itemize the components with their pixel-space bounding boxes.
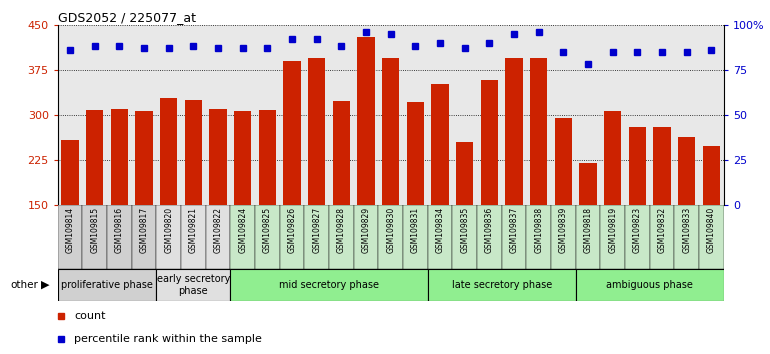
Bar xyxy=(58,269,156,301)
Bar xyxy=(480,80,498,205)
Bar xyxy=(353,205,378,269)
Text: GSM109829: GSM109829 xyxy=(362,207,370,253)
Bar xyxy=(283,61,301,205)
Text: GSM109824: GSM109824 xyxy=(238,207,247,253)
Bar xyxy=(407,102,424,205)
Text: GSM109825: GSM109825 xyxy=(263,207,272,253)
Bar xyxy=(629,127,646,205)
Bar xyxy=(555,118,572,205)
Text: GSM109822: GSM109822 xyxy=(213,207,223,253)
Text: GSM109831: GSM109831 xyxy=(411,207,420,253)
Bar xyxy=(304,205,329,269)
Bar xyxy=(255,205,280,269)
Bar xyxy=(453,205,477,269)
Text: GSM109818: GSM109818 xyxy=(584,207,593,253)
Text: GSM109830: GSM109830 xyxy=(387,207,395,253)
Bar xyxy=(580,163,597,205)
Bar xyxy=(136,111,152,205)
Text: other: other xyxy=(10,280,38,290)
Text: early secretory
phase: early secretory phase xyxy=(157,274,230,296)
Bar xyxy=(378,205,403,269)
Bar xyxy=(280,205,304,269)
Bar xyxy=(650,205,675,269)
Bar xyxy=(86,110,103,205)
Bar xyxy=(477,205,502,269)
Text: GSM109819: GSM109819 xyxy=(608,207,618,253)
Text: GSM109828: GSM109828 xyxy=(337,207,346,253)
Bar xyxy=(160,98,177,205)
Bar xyxy=(357,37,375,205)
Bar xyxy=(502,205,527,269)
Text: GDS2052 / 225077_at: GDS2052 / 225077_at xyxy=(58,11,196,24)
Bar xyxy=(156,205,181,269)
Text: ambiguous phase: ambiguous phase xyxy=(606,280,693,290)
Text: mid secretory phase: mid secretory phase xyxy=(279,280,379,290)
Bar xyxy=(333,101,350,205)
Text: GSM109821: GSM109821 xyxy=(189,207,198,253)
Text: GSM109840: GSM109840 xyxy=(707,207,716,253)
Text: GSM109826: GSM109826 xyxy=(288,207,296,253)
Bar xyxy=(58,205,82,269)
Text: GSM109820: GSM109820 xyxy=(164,207,173,253)
Bar xyxy=(675,205,699,269)
Bar xyxy=(308,58,326,205)
Bar xyxy=(531,58,547,205)
Bar xyxy=(259,110,276,205)
Bar xyxy=(403,205,428,269)
Text: GSM109815: GSM109815 xyxy=(90,207,99,253)
Bar xyxy=(111,109,128,205)
Bar xyxy=(576,269,724,301)
Bar xyxy=(382,58,400,205)
Bar xyxy=(431,84,449,205)
Text: GSM109832: GSM109832 xyxy=(658,207,667,253)
Bar xyxy=(576,205,601,269)
Text: GSM109838: GSM109838 xyxy=(534,207,544,253)
Text: GSM109816: GSM109816 xyxy=(115,207,124,253)
Bar xyxy=(428,269,576,301)
Bar xyxy=(107,205,132,269)
Text: count: count xyxy=(75,311,106,321)
Text: GSM109827: GSM109827 xyxy=(313,207,321,253)
Bar xyxy=(551,205,576,269)
Bar xyxy=(601,205,625,269)
Bar xyxy=(82,205,107,269)
Bar xyxy=(185,100,202,205)
Bar xyxy=(181,205,206,269)
Text: ▶: ▶ xyxy=(41,280,49,290)
Text: GSM109835: GSM109835 xyxy=(460,207,469,253)
Bar xyxy=(132,205,156,269)
Bar xyxy=(625,205,650,269)
Bar xyxy=(604,111,621,205)
Bar xyxy=(156,269,230,301)
Text: GSM109836: GSM109836 xyxy=(485,207,494,253)
Bar xyxy=(456,142,474,205)
Bar xyxy=(209,109,226,205)
Bar xyxy=(678,137,695,205)
Text: GSM109814: GSM109814 xyxy=(65,207,75,253)
Text: GSM109817: GSM109817 xyxy=(139,207,149,253)
Text: GSM109823: GSM109823 xyxy=(633,207,642,253)
Text: GSM109837: GSM109837 xyxy=(510,207,519,253)
Bar xyxy=(230,269,428,301)
Bar xyxy=(654,127,671,205)
Bar xyxy=(62,140,79,205)
Bar xyxy=(234,111,251,205)
Text: GSM109834: GSM109834 xyxy=(436,207,444,253)
Bar xyxy=(527,205,551,269)
Bar xyxy=(206,205,230,269)
Text: GSM109833: GSM109833 xyxy=(682,207,691,253)
Bar xyxy=(703,146,720,205)
Text: percentile rank within the sample: percentile rank within the sample xyxy=(75,334,263,344)
Text: proliferative phase: proliferative phase xyxy=(61,280,153,290)
Bar xyxy=(329,205,353,269)
Bar xyxy=(505,58,523,205)
Bar xyxy=(230,205,255,269)
Bar xyxy=(428,205,453,269)
Bar xyxy=(699,205,724,269)
Text: late secretory phase: late secretory phase xyxy=(452,280,552,290)
Text: GSM109839: GSM109839 xyxy=(559,207,568,253)
